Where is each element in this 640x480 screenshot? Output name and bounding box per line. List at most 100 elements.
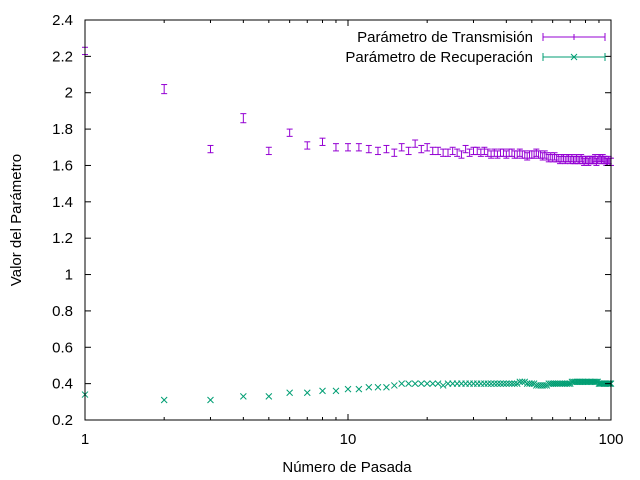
recuperacion-marker-stroke [541, 382, 549, 389]
recuperacion-marker-stroke [505, 380, 513, 387]
recuperacion-point [374, 383, 382, 391]
recuperacion-marker-stroke [500, 380, 507, 387]
recuperacion-marker-stroke [355, 385, 363, 393]
recuperacion-marker-stroke [239, 393, 247, 400]
transmision-point [319, 137, 326, 146]
recuperacion-point [429, 380, 437, 387]
recuperacion-point [390, 382, 398, 389]
transmision-point [332, 143, 339, 152]
y-axis-title: Valor del Parámetro [8, 154, 25, 286]
legend-sample [542, 33, 606, 41]
transmision-point [412, 139, 419, 148]
recuperacion-marker-stroke [374, 383, 382, 391]
y-tick-label: 2 [65, 85, 73, 102]
transmision-point [345, 143, 351, 152]
y-tick-label: 1.6 [52, 157, 73, 174]
recuperacion-point [439, 382, 447, 389]
recuperacion-marker-stroke [568, 378, 576, 386]
transmision-point [265, 146, 272, 156]
recuperacion-point [207, 396, 214, 404]
y-axis: 0.2 0.4 0.6 0.8 1 1.2 1.4 1.6 1.8 2 2.2 2.4 [52, 12, 611, 429]
transmision-point [508, 148, 515, 157]
transmision-point [161, 84, 168, 95]
recuperacion-point [502, 380, 510, 387]
transmision-point [435, 146, 442, 156]
recuperacion-marker-stroke [494, 380, 501, 387]
transmision-point [500, 148, 507, 157]
recuperacion-marker-stroke [490, 380, 498, 387]
recuperacion-marker-stroke [390, 382, 398, 389]
legend-sample [542, 53, 606, 61]
recuperacion-marker-stroke [518, 378, 526, 386]
x-tick-label: 100 [598, 431, 623, 448]
recuperacion-point [508, 380, 516, 387]
recuperacion-marker-stroke [593, 378, 600, 386]
y-tick-label: 1.2 [52, 230, 73, 247]
y-tick-label: 0.6 [52, 339, 73, 356]
x-tick-label: 1 [81, 431, 89, 448]
recuperacion-point [365, 383, 373, 391]
recuperacion-marker-stroke [508, 380, 516, 387]
transmision-point [304, 141, 311, 150]
y-tick-label: 1.8 [52, 121, 73, 138]
recuperacion-marker-stroke [160, 396, 168, 404]
transmision-point [429, 146, 436, 156]
transmision-point [466, 148, 473, 157]
recuperacion-point [490, 380, 498, 387]
recuperacion-point [405, 380, 412, 387]
transmision-point [488, 150, 495, 159]
recuperacion-point [286, 389, 294, 397]
recuperacion-point [591, 378, 599, 386]
recuperacion-marker-stroke [423, 380, 431, 387]
recuperacion-marker-stroke [207, 396, 214, 404]
recuperacion-point [303, 389, 311, 397]
transmision-point [207, 144, 214, 154]
recuperacion-point [565, 380, 572, 387]
recuperacion-point [355, 385, 363, 393]
recuperacion-marker-stroke [417, 380, 425, 387]
transmision-point [474, 146, 481, 156]
transmision-point [424, 143, 431, 152]
transmision-point [418, 144, 425, 154]
recuperacion-marker-stroke [591, 378, 599, 386]
recuperacion-point [344, 385, 352, 393]
transmision-point [449, 146, 456, 156]
recuperacion-point [487, 380, 495, 387]
recuperacion-point [423, 380, 431, 387]
recuperacion-point [383, 383, 390, 391]
recuperacion-marker-stroke [286, 389, 294, 397]
transmision-point [374, 146, 381, 156]
x-axis-title: Número de Pasada [282, 459, 412, 476]
transmision-point [458, 150, 465, 159]
recuperacion-marker-stroke [528, 380, 536, 387]
plot-series [81, 46, 615, 404]
recuperacion-marker-stroke [303, 389, 311, 397]
recuperacion-marker-stroke [511, 380, 518, 387]
y-tick-label: 1.4 [52, 194, 73, 211]
y-tick-label: 0.2 [52, 412, 73, 429]
recuperacion-point [497, 380, 504, 387]
transmision-point [398, 143, 405, 152]
recuperacion-point [160, 396, 168, 404]
legend-sample-marker [570, 53, 578, 61]
recuperacion-marker-stroke [405, 380, 412, 387]
legend-label: Parámetro de Transmisión [357, 29, 533, 46]
recuperacion-marker-stroke [365, 383, 373, 391]
y-tick-label: 1 [65, 267, 73, 284]
series-transmision [82, 46, 614, 166]
recuperacion-point [528, 380, 536, 387]
recuperacion-point [541, 382, 549, 389]
transmision-point [365, 144, 372, 154]
y-tick-label: 2.4 [52, 12, 73, 29]
transmision-point [481, 146, 488, 156]
recuperacion-marker-stroke [332, 387, 340, 395]
legend-label: Parámetro de Recuperación [345, 49, 533, 66]
recuperacion-point [411, 380, 419, 387]
transmision-point [585, 157, 592, 166]
recuperacion-point [568, 378, 576, 386]
transmision-point [405, 146, 412, 156]
y-tick-label: 0.4 [52, 376, 73, 393]
recuperacion-marker-stroke [398, 380, 406, 387]
